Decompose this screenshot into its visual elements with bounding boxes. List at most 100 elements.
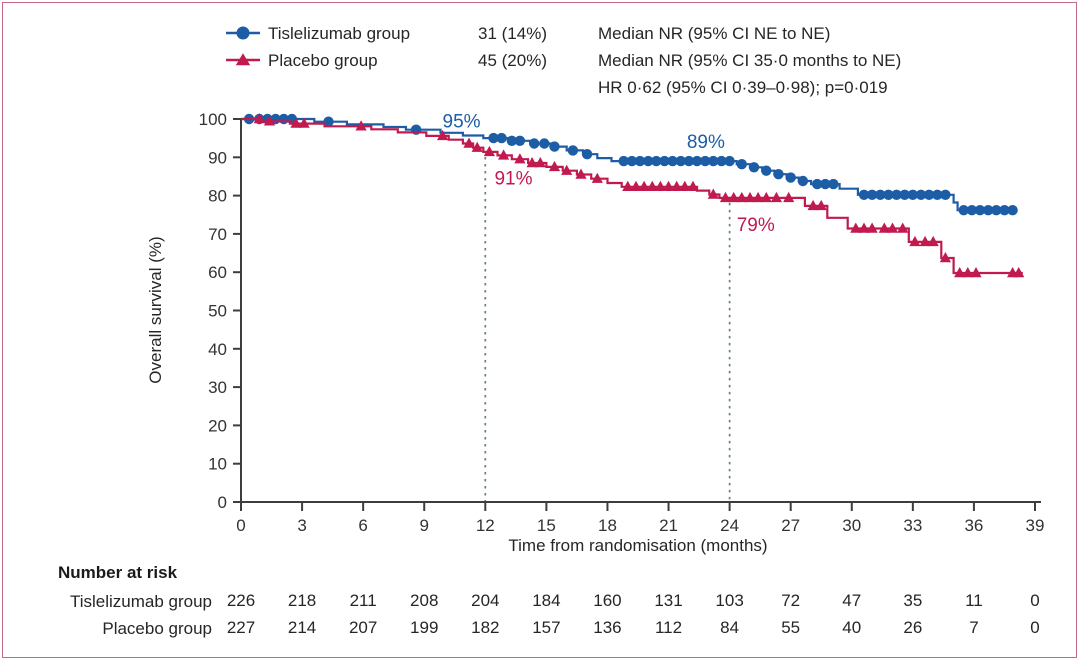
risk-count-placebo-group: 112 (655, 618, 682, 637)
x-tick-label: 39 (1026, 516, 1045, 535)
censor-mark-circle (675, 155, 686, 167)
censor-mark-circle (875, 189, 886, 200)
x-axis-label: Time from randomisation (months) (508, 536, 768, 555)
censor-mark-circle (736, 159, 747, 170)
censor-mark-triangle (770, 191, 782, 203)
censor-mark-triangle (919, 235, 931, 247)
censor-mark-circle (1007, 205, 1018, 216)
censor-mark-circle (549, 141, 560, 152)
risk-count-placebo-group: 214 (288, 618, 316, 637)
risk-count-tislelizumab-group: 35 (903, 591, 922, 610)
censor-mark-triangle (783, 191, 795, 203)
x-tick-label: 12 (476, 516, 495, 535)
risk-count-placebo-group: 182 (471, 618, 499, 637)
censor-mark-triangle (630, 180, 642, 191)
risk-count-tislelizumab-group: 211 (350, 591, 377, 610)
censor-mark-circle (858, 189, 870, 200)
censor-mark-triangle (909, 235, 921, 247)
censor-mark-circle (748, 162, 760, 173)
censor-mark-circle (820, 178, 831, 190)
censor-mark-triangle (939, 252, 951, 263)
censor-mark-circle (618, 155, 629, 167)
censor-mark-triangle (662, 180, 675, 191)
risk-count-placebo-group: 7 (969, 618, 978, 637)
censor-mark-circle (667, 155, 678, 167)
risk-count-placebo-group: 26 (903, 618, 922, 637)
risk-count-tislelizumab-group: 204 (471, 591, 499, 610)
censor-mark-triangle (954, 267, 966, 278)
x-tick-label: 18 (598, 516, 617, 535)
risk-count-placebo-group: 199 (410, 618, 438, 637)
censor-mark-circle (983, 205, 994, 216)
x-tick-label: 6 (358, 516, 367, 535)
censor-mark-circle (514, 135, 526, 146)
censor-mark-triangle (1013, 267, 1025, 278)
legend-stat-tislelizumab: Median NR (95% CI NE to NE) (598, 24, 831, 43)
risk-count-tislelizumab-group: 72 (781, 591, 800, 610)
censor-mark-circle (659, 155, 670, 167)
censor-mark-circle (691, 155, 703, 167)
censor-mark-triangle (878, 222, 890, 233)
censor-mark-circle (651, 155, 662, 167)
censor-mark-triangle (927, 235, 939, 247)
x-tick-label: 33 (903, 516, 922, 535)
censor-mark-triangle (483, 145, 495, 157)
censor-mark-circle (634, 155, 646, 167)
legend-hr-stat: HR 0·62 (95% CI 0·39–0·98); p=0·019 (598, 78, 888, 97)
censor-mark-circle (812, 178, 823, 190)
risk-row-label-tislelizumab: Tislelizumab group (69, 592, 212, 611)
risk-count-placebo-group: 207 (349, 618, 377, 637)
censor-mark-circle (999, 205, 1010, 216)
censor-mark-triangle (744, 191, 756, 203)
x-tick-label: 21 (659, 516, 678, 535)
legend-circle-icon (236, 26, 250, 40)
risk-count-placebo-group: 55 (781, 618, 800, 637)
censor-mark-triangle (736, 191, 748, 203)
censor-mark-triangle (514, 153, 526, 164)
y-tick-label: 70 (208, 225, 227, 244)
censor-mark-triangle (526, 157, 538, 168)
censor-mark-circle (940, 189, 951, 200)
censor-mark-circle (773, 169, 784, 180)
censor-mark-triangle (728, 191, 740, 203)
y-axis-label: Overall survival (%) (146, 236, 165, 384)
risk-count-tislelizumab-group: 184 (532, 591, 560, 610)
censor-mark-triangle (591, 172, 603, 183)
annotation-tislelizumab-group-24mo: 89% (687, 132, 725, 153)
censor-mark-circle (899, 189, 910, 200)
risk-count-tislelizumab-group: 47 (842, 591, 861, 610)
x-tick-label: 24 (720, 516, 739, 535)
risk-count-tislelizumab-group: 160 (593, 591, 621, 610)
risk-count-placebo-group: 157 (532, 618, 560, 637)
risk-row-label-placebo: Placebo group (102, 619, 212, 638)
censor-mark-circle (488, 132, 499, 144)
censor-mark-triangle (534, 157, 546, 168)
censor-mark-triangle (638, 180, 650, 191)
censor-mark-circle (496, 132, 507, 144)
censor-mark-circle (923, 189, 935, 200)
risk-count-tislelizumab-group: 11 (965, 591, 983, 610)
legend-triangle-icon (235, 53, 251, 66)
y-tick-label: 50 (208, 302, 227, 321)
censor-mark-circle (883, 189, 894, 200)
legend-stat-placebo: Median NR (95% CI 35·0 months to NE) (598, 51, 902, 70)
legend-events-placebo: 45 (20%) (478, 51, 547, 70)
censor-mark-circle (785, 172, 796, 183)
censor-mark-circle (683, 155, 695, 167)
legend-label-placebo: Placebo group (268, 51, 378, 70)
censor-mark-triangle (850, 222, 862, 233)
censor-mark-circle (958, 205, 969, 216)
censor-mark-triangle (263, 115, 276, 126)
censor-mark-circle (915, 189, 927, 200)
censor-mark-triangle (548, 160, 561, 172)
censor-mark-circle (974, 205, 986, 216)
censor-mark-triangle (355, 120, 367, 131)
y-tick-label: 60 (208, 263, 227, 282)
censor-mark-triangle (463, 137, 475, 148)
censor-mark-triangle (886, 222, 899, 233)
x-tick-label: 36 (964, 516, 983, 535)
x-tick-label: 0 (236, 516, 245, 535)
